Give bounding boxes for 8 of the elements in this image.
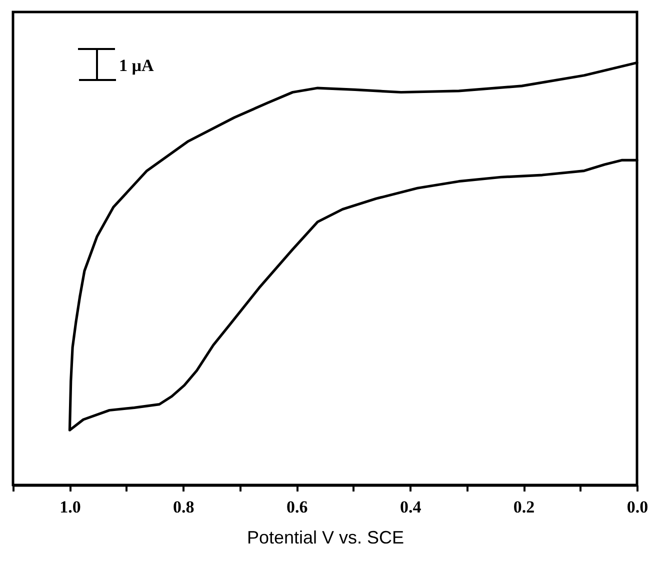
x-axis-title: Potential V vs. SCE [246,528,404,548]
x-tick-label: 0.6 [286,498,308,516]
x-tick-label: 0.4 [400,498,422,516]
x-tick-label: 0.8 [173,498,194,516]
x-tick-label: 0.2 [513,498,535,516]
annotation: 1 µA [119,56,155,75]
x-tick-label: 0.0 [626,498,648,516]
x-tick-label: 1.0 [60,498,81,516]
